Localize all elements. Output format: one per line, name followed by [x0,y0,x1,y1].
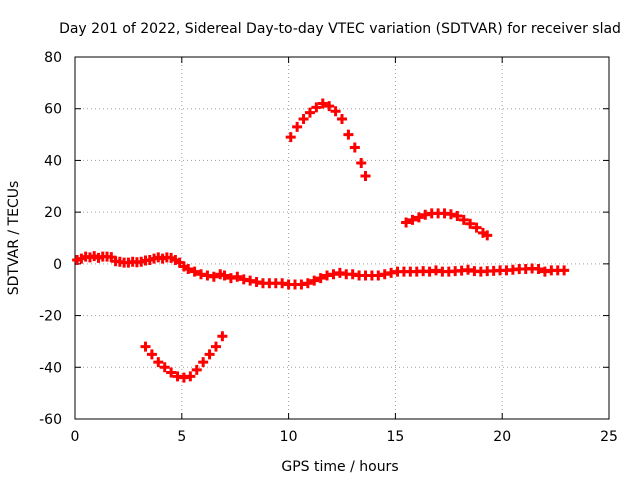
data-point-baseline [309,275,320,286]
data-point-arc-high [337,114,347,125]
data-point-baseline [559,265,570,276]
data-points [72,98,570,383]
data-point-baseline [533,264,544,275]
data-point-arc-low [153,357,164,368]
chart-title: Day 201 of 2022, Sidereal Day-to-day VTE… [59,21,621,37]
x-tick-label: 10 [280,429,298,445]
x-axis-label: GPS time / hours [281,459,398,475]
data-point-arc-low [217,331,228,342]
y-tick-label: -20 [39,309,62,325]
plot-frame [74,56,610,420]
axis-ticks: 0 5 10 15 20 25 -60 -40 -20 0 20 40 60 80 [39,50,618,445]
data-point-arc-high [349,142,360,153]
data-point-arc-high [304,107,315,118]
y-tick-label: 80 [44,50,62,66]
grid-lines [75,57,609,419]
data-point-arc-low [159,362,170,373]
data-point-arc-low [140,341,151,352]
data-point-arc-mid [471,222,482,233]
y-tick-label: 60 [44,102,62,118]
x-tick-label: 25 [600,429,618,445]
data-point-arc-low [166,367,177,378]
data-point-baseline [302,278,313,289]
y-tick-label: -60 [39,412,62,428]
data-point-arc-high [356,158,367,169]
data-point-arc-mid [445,209,456,220]
data-point-arc-high [324,101,335,112]
data-point-arc-mid [413,212,424,223]
data-point-arc-mid [401,217,412,228]
data-point-arc-high [343,129,354,140]
data-point-arc-mid [407,214,418,225]
data-point-baseline [208,271,219,282]
x-tick-label: 20 [493,429,511,445]
data-point-baseline [189,266,200,277]
data-point-arc-mid [458,214,469,225]
data-point-arc-high [360,170,371,181]
data-point-arc-high [292,121,303,132]
data-point-arc-mid [452,211,463,222]
data-point-arc-low [198,357,209,368]
y-tick-label: 0 [53,257,62,273]
data-point-arc-high [285,132,296,143]
x-tick-label: 0 [71,429,80,445]
data-point-baseline [183,264,194,275]
data-point-arc-low [185,371,196,382]
data-point-baseline [219,270,230,281]
data-point-arc-mid [465,218,476,229]
data-point-arc-high [311,102,322,113]
data-point-baseline [232,271,243,282]
y-axis-label: SDTVAR / TECUs [6,181,22,296]
data-point-arc-high [317,98,328,109]
y-tick-label: 40 [44,153,62,169]
data-point-arc-high [330,106,341,117]
x-tick-label: 5 [177,429,186,445]
data-point-arc-high [298,114,309,125]
y-tick-label: -40 [39,360,62,376]
data-point-arc-low [146,349,157,360]
data-point-arc-low [210,341,221,352]
data-point-baseline [315,273,326,284]
x-tick-label: 15 [386,429,404,445]
data-point-arc-mid [482,230,493,241]
y-tick-label: 20 [44,205,62,221]
data-point-arc-low [204,349,215,360]
data-point-arc-low [191,364,202,375]
